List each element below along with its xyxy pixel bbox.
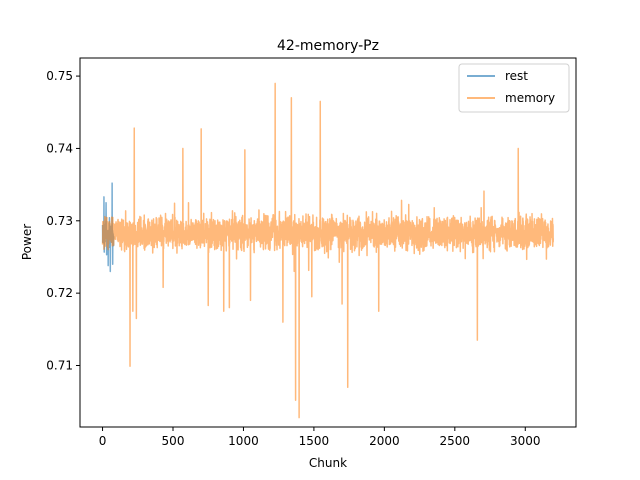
y-tick-label: 0.75 xyxy=(46,69,73,83)
x-tick-label: 2500 xyxy=(440,434,471,448)
plot-frame xyxy=(79,57,577,428)
series-layer xyxy=(101,82,555,419)
x-axis-ticks: 0 500 1000 1500 2000 2500 3000 xyxy=(99,427,541,448)
x-tick-label: 0 xyxy=(99,434,107,448)
x-tick-label: 2000 xyxy=(369,434,400,448)
series-line-memory xyxy=(101,82,555,419)
legend-label-memory: memory xyxy=(505,91,555,105)
x-tick-label: 1000 xyxy=(228,434,259,448)
y-axis-label: Power xyxy=(20,224,34,260)
chart-title: 42-memory-Pz xyxy=(277,38,379,54)
y-tick-label: 0.72 xyxy=(46,286,73,300)
x-tick-label: 3000 xyxy=(510,434,541,448)
x-tick-label: 1500 xyxy=(299,434,330,448)
y-tick-label: 0.71 xyxy=(46,359,73,373)
y-axis-ticks: 0.71 0.72 0.73 0.74 0.75 xyxy=(46,69,80,373)
legend-label-rest: rest xyxy=(505,69,528,83)
y-tick-label: 0.73 xyxy=(46,214,73,228)
x-axis-label: Chunk xyxy=(309,456,347,470)
y-tick-label: 0.74 xyxy=(46,141,73,155)
x-tick-label: 500 xyxy=(162,434,185,448)
legend: rest memory xyxy=(458,63,570,113)
